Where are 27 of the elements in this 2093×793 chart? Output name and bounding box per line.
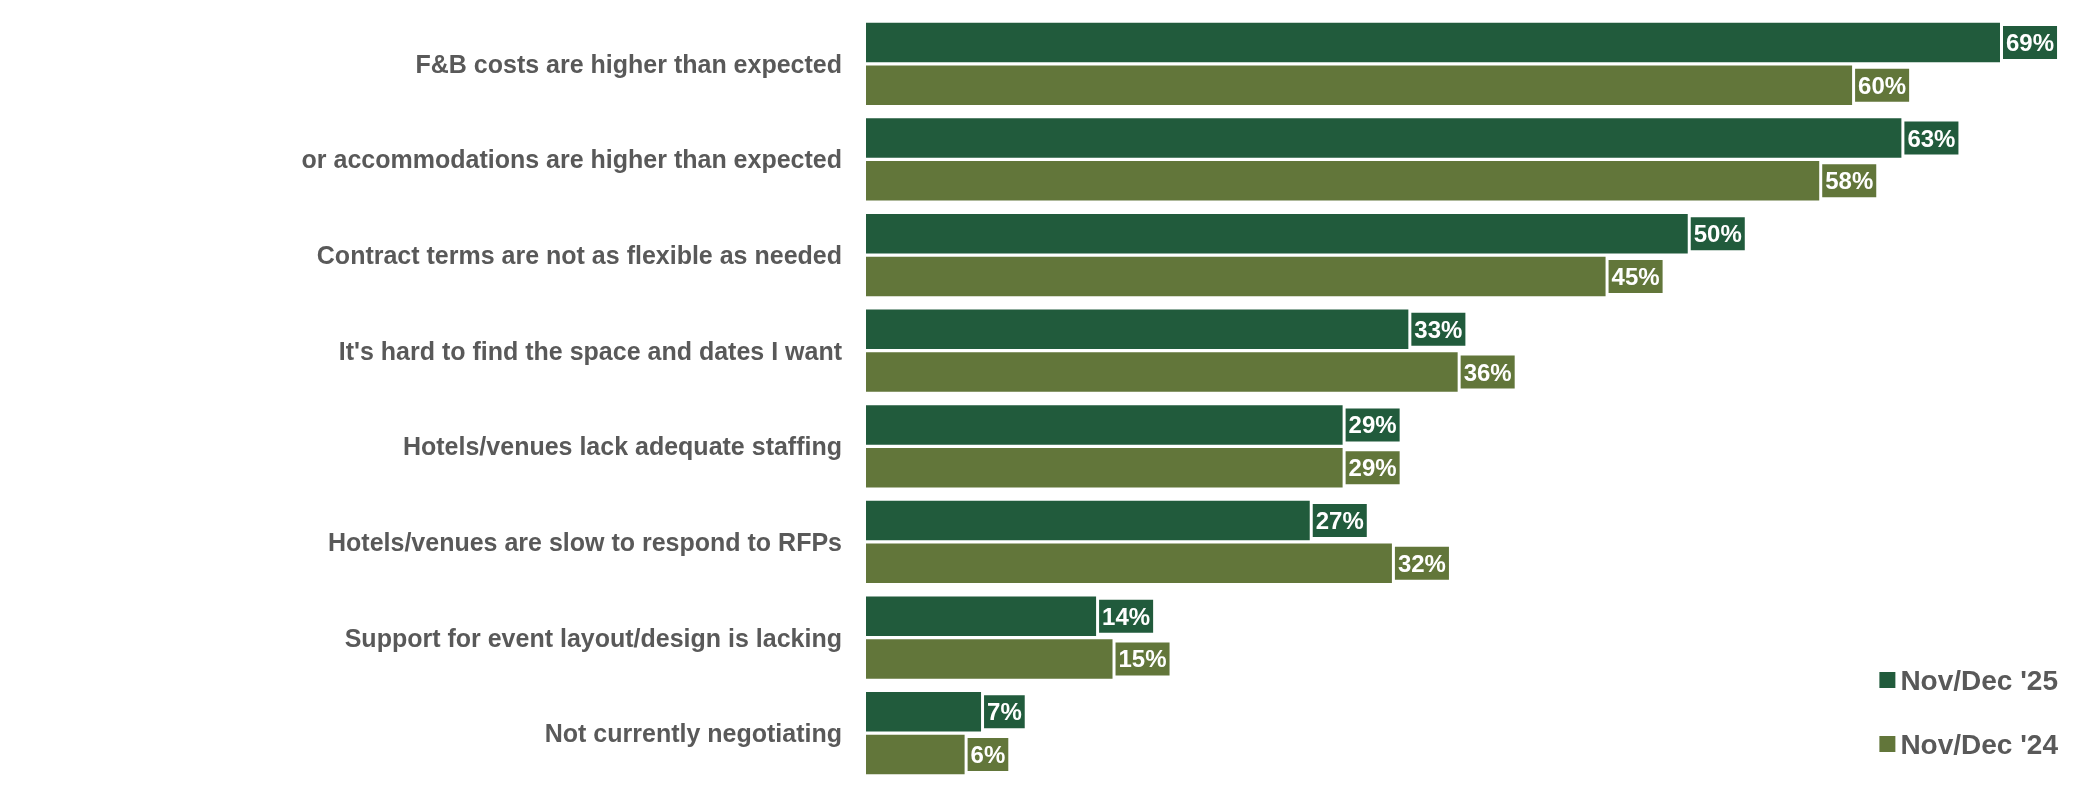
- data-label: 50%: [1693, 220, 1742, 248]
- data-label: 6%: [970, 741, 1006, 769]
- legend-label: Nov/Dec '24: [1900, 728, 2059, 760]
- data-label: 29%: [1348, 454, 1397, 482]
- data-label: 29%: [1348, 411, 1397, 439]
- y-tick-label: Hotels/venues lack adequate staffing: [402, 432, 842, 461]
- legend-label: Nov/Dec '25: [1900, 664, 2058, 696]
- y-tick-label: F&B costs are higher than expected: [415, 49, 842, 78]
- data-label: 60%: [1858, 71, 1907, 99]
- data-label: 58%: [1825, 167, 1874, 195]
- data-label: 27%: [1315, 507, 1364, 535]
- data-label: 14%: [1102, 602, 1151, 630]
- data-label: 63%: [1907, 124, 1956, 152]
- y-tick-label: Support for event layout/design is lacking: [344, 623, 842, 652]
- y-tick-label: It's hard to find the space and dates I want: [338, 336, 843, 365]
- data-label: 69%: [2006, 28, 2055, 56]
- data-label: 15%: [1118, 645, 1167, 673]
- data-label: 7%: [987, 698, 1022, 726]
- bar: [866, 22, 2000, 63]
- y-tick-label: Not currently negotiating: [544, 719, 842, 748]
- y-tick-label: Contract terms are not as flexible as needed: [316, 241, 842, 270]
- data-label: 36%: [1463, 358, 1512, 386]
- data-label: 33%: [1414, 315, 1463, 343]
- data-label: 45%: [1611, 262, 1660, 290]
- y-tick-label: or accommodations are higher than expected: [301, 145, 842, 174]
- data-label: 32%: [1397, 549, 1446, 577]
- y-tick-label: Hotels/venues are slow to respond to RFPs: [327, 527, 842, 556]
